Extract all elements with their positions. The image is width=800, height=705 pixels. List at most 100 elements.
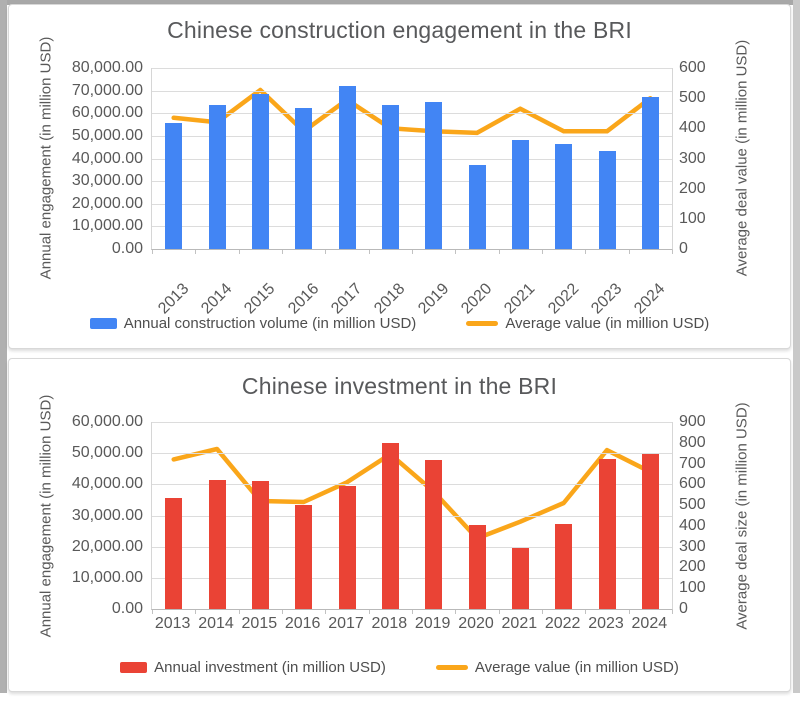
gridline — [152, 546, 672, 548]
x-tick-label: 2018 — [371, 280, 409, 318]
x-tick-label: 2016 — [284, 615, 321, 632]
chart-title: Chinese construction engagement in the B… — [167, 17, 632, 43]
bar-2020 — [468, 524, 486, 609]
bar-2018 — [381, 442, 399, 609]
y-tick-label: 50,000.00 — [71, 444, 143, 462]
bar-2017 — [338, 485, 356, 609]
bar-2013 — [165, 497, 183, 609]
axis-tick-mark — [368, 250, 370, 254]
bar-2016 — [295, 107, 313, 249]
y-tick-label: 300 — [679, 149, 706, 167]
bar-2021 — [511, 548, 529, 609]
axis-tick-mark — [672, 610, 673, 614]
y-tick-label: 80,000.00 — [71, 59, 143, 76]
x-tick-label: 2023 — [588, 615, 624, 632]
gridline — [152, 422, 672, 423]
bar-2022 — [555, 143, 573, 249]
y-tick-label: 0 — [679, 240, 688, 257]
axis-tick-mark — [195, 610, 197, 614]
y-tick-label: 100 — [679, 579, 706, 597]
axis-tick-mark — [195, 250, 197, 254]
left-axis-tick-labels: 60,000.00 50,000.00 40,000.00 30,000.00 20,0… — [9, 414, 143, 617]
bar-2013 — [165, 123, 183, 249]
legend-label: Annual investment (in million USD) — [154, 659, 386, 676]
x-tick-label: 2020 — [458, 280, 496, 318]
left-axis-tick-labels: 80,000.00 70,000.00 60,000.00 50,000.00 40,0… — [9, 60, 143, 257]
gridline — [152, 181, 672, 183]
window-edge-right — [793, 0, 800, 693]
construction-chart-card: Chinese construction engagement in the B… — [8, 4, 791, 349]
axis-tick-mark — [282, 250, 283, 254]
bar-2016 — [295, 504, 313, 609]
bar-2020 — [468, 165, 486, 249]
x-tick-label: 2018 — [371, 615, 408, 632]
x-tick-label: 2016 — [284, 280, 322, 318]
y-tick-label: 20,000.00 — [71, 194, 143, 212]
x-tick-label: 2023 — [588, 280, 626, 318]
bar-2024 — [641, 97, 659, 249]
axis-tick-mark — [628, 610, 630, 614]
x-tick-label: 2014 — [198, 615, 234, 632]
y-tick-label: 600 — [679, 475, 706, 493]
gridline — [152, 484, 672, 486]
right-axis-tick-labels: 900 800 700 600 500 400 300 200 100 0 — [679, 414, 749, 617]
axis-tick-mark — [368, 610, 370, 614]
x-tick-label: 2022 — [544, 615, 581, 632]
bar-2023 — [598, 150, 616, 249]
bar-legend-swatch — [120, 662, 148, 673]
x-tick-label: 2019 — [414, 615, 451, 632]
y-tick-label: 700 — [679, 454, 706, 472]
y-tick-label: 200 — [679, 558, 706, 576]
legend: Annual construction volume (in million U… — [9, 315, 790, 332]
y-tick-label: 30,000.00 — [71, 172, 143, 190]
y-tick-label: 60,000.00 — [71, 104, 143, 122]
y-tick-label: 70,000.00 — [71, 81, 143, 99]
x-tick-label: 2019 — [414, 280, 452, 318]
x-tick-label: 2014 — [198, 280, 236, 318]
x-axis-labels: 2013 2014 2015 2016 2017 2018 2019 2020 2021 2022… — [151, 255, 671, 317]
axis-tick-mark — [238, 610, 240, 614]
y-tick-label: 900 — [679, 413, 706, 430]
x-tick-label: 2020 — [458, 615, 494, 632]
y-tick-label: 0.00 — [111, 600, 143, 617]
line-legend-swatch — [435, 665, 468, 670]
plot-area — [151, 422, 673, 614]
axis-tick-mark — [325, 250, 327, 254]
right-axis-tick-labels: 600 500 400 300 200 100 0 — [679, 60, 749, 257]
plot-area — [151, 68, 673, 254]
y-tick-label: 10,000.00 — [71, 568, 143, 586]
y-tick-label: 500 — [679, 496, 706, 514]
y-tick-label: 30,000.00 — [71, 506, 143, 524]
x-tick-label: 2013 — [154, 615, 191, 632]
axis-tick-mark — [585, 250, 587, 254]
legend-label: Average value (in million USD) — [505, 315, 710, 332]
y-tick-label: 0.00 — [111, 240, 143, 257]
axis-tick-mark — [542, 250, 543, 254]
bar-2019 — [425, 460, 443, 609]
axis-tick-mark — [542, 610, 543, 614]
legend: Annual investment (in million USD) Avera… — [9, 659, 790, 676]
y-tick-label: 300 — [679, 537, 706, 555]
chart-title: Chinese investment in the BRI — [241, 373, 558, 399]
bar-2023 — [598, 459, 616, 609]
x-tick-label: 2015 — [241, 280, 279, 318]
y-tick-label: 400 — [679, 119, 706, 137]
window-edge-top — [0, 0, 800, 5]
y-tick-label: 10,000.00 — [71, 217, 143, 235]
y-tick-label: 600 — [679, 59, 706, 76]
gridline — [152, 158, 672, 160]
gridline — [152, 203, 672, 205]
line-series — [171, 446, 653, 541]
y-tick-label: 200 — [679, 179, 706, 197]
legend-item-bars: Annual construction volume (in million U… — [89, 315, 416, 332]
axis-tick-mark — [282, 610, 283, 614]
axis-tick-mark — [152, 250, 153, 254]
gridline — [152, 577, 672, 579]
gridline — [152, 135, 672, 137]
investment-chart-card: Chinese investment in the BRI Annual eng… — [8, 358, 791, 692]
gridline — [152, 226, 672, 228]
y-tick-label: 20,000.00 — [71, 537, 143, 555]
legend-item-bars: Annual investment (in million USD) — [120, 659, 386, 676]
axis-tick-mark — [412, 250, 413, 254]
legend-item-line: Average value (in million USD) — [435, 659, 679, 676]
